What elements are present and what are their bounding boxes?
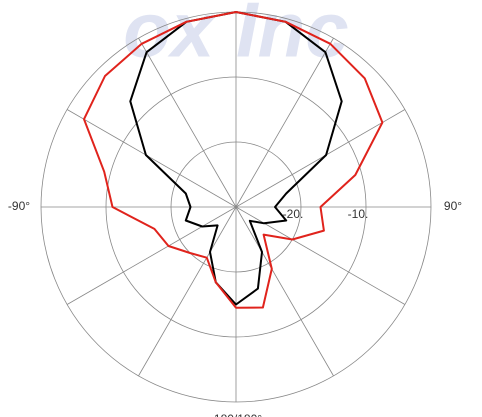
r-tick-label: -20. (283, 207, 304, 221)
series-line (129, 11, 343, 306)
spoke (235, 37, 334, 208)
spoke (66, 206, 237, 305)
spoke (235, 109, 406, 208)
ring (170, 141, 302, 273)
spoke (138, 206, 237, 377)
spoke (66, 109, 237, 208)
theta-label: -90° (8, 199, 30, 213)
theta-label: 90° (444, 199, 462, 213)
series-line (83, 11, 384, 309)
r-tick-label: -10. (348, 207, 369, 221)
theta-label: -180/180° (210, 412, 262, 417)
ring (105, 76, 367, 338)
spoke (235, 206, 334, 377)
spoke (138, 37, 237, 208)
